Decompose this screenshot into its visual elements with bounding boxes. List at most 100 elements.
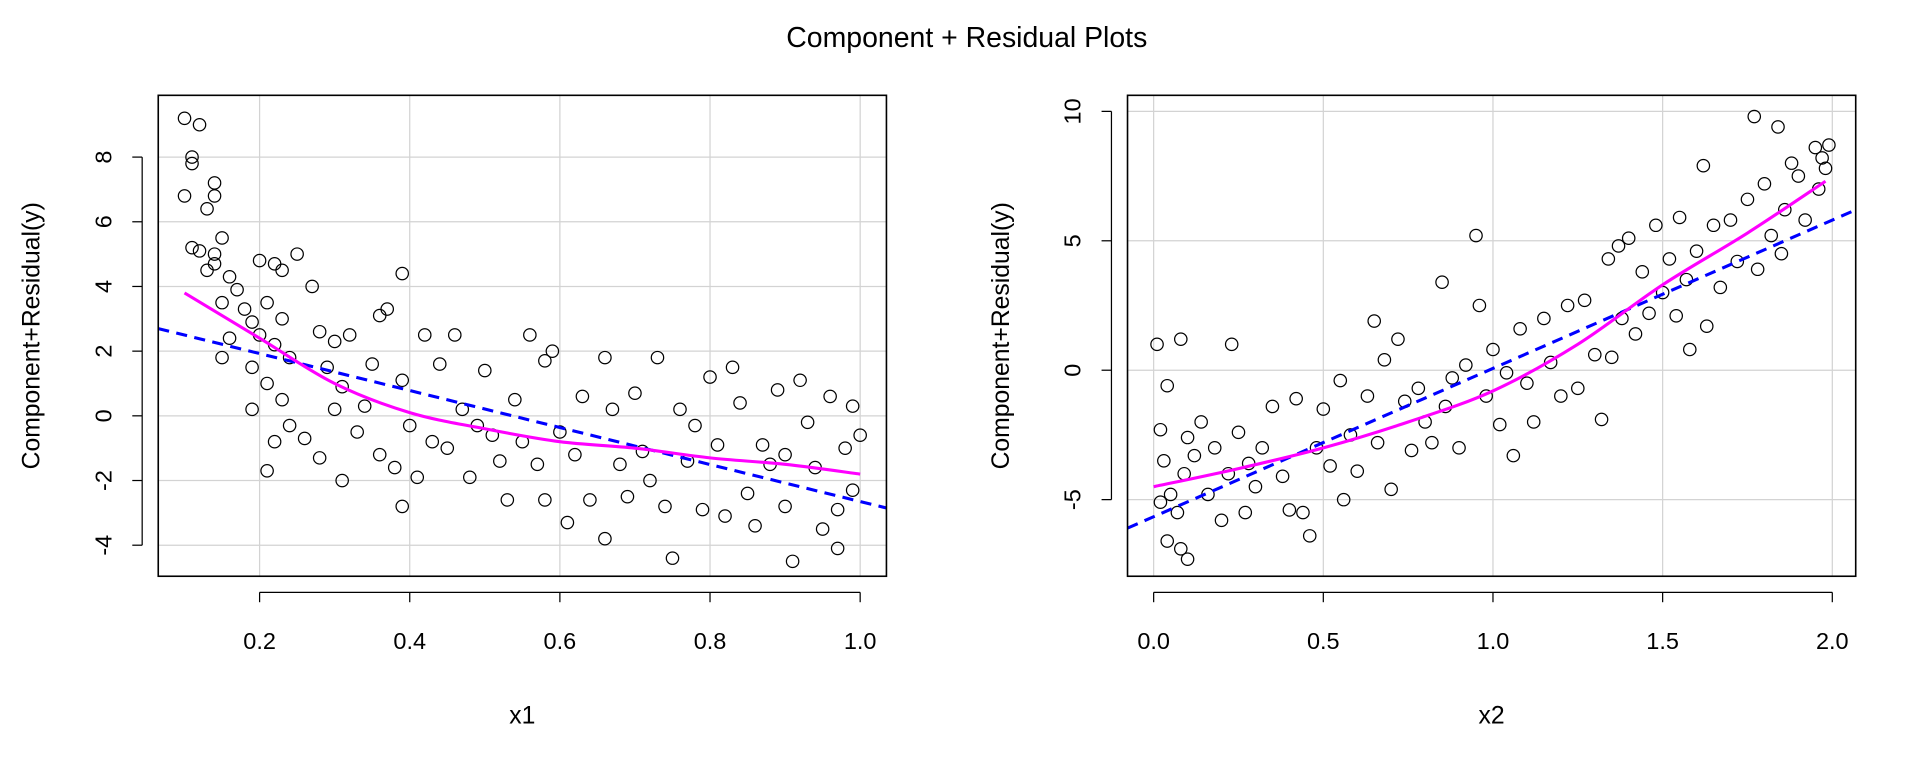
data-point [1469,228,1483,243]
data-point [1682,342,1697,357]
data-point [282,350,297,365]
data-point [1784,156,1799,170]
data-point [1404,443,1419,458]
data-point [357,399,372,413]
data-point [575,389,590,404]
data-point [192,117,207,132]
data-point [305,279,319,294]
data-point [478,363,492,378]
y-tick-label: 4 [90,280,116,293]
data-point [1150,337,1164,352]
data-point [267,434,282,449]
data-point [260,295,274,310]
data-point [598,350,612,365]
data-point [793,373,807,388]
data-point [380,302,395,316]
data-point [1696,158,1711,173]
data-point [538,493,552,507]
data-point [1289,391,1303,406]
y-tick-label: 10 [1060,98,1086,124]
data-point [282,418,297,433]
data-point [1604,350,1619,365]
data-point [1323,459,1337,473]
data-point [838,441,852,455]
data-point [312,324,327,339]
data-point [1537,311,1551,326]
data-point [245,315,259,329]
y-tick-label: 0 [90,409,116,422]
y-tick-label: 2 [90,345,116,358]
data-point [1571,381,1585,396]
data-point [1275,469,1290,484]
data-point [1662,252,1677,266]
data-point [395,373,410,388]
x-axis-label: x1 [509,702,535,729]
data-point [215,350,229,365]
data-point [1445,371,1460,385]
data-point [1672,210,1687,225]
data-point [635,444,650,459]
figure-title: Component + Residual Plots [786,22,1147,54]
data-point [628,386,642,400]
data-point [275,312,289,326]
y-axis-label: Component+Residual(y) [19,202,46,469]
plot-frame [157,94,888,578]
data-point [695,502,710,517]
data-point [1492,417,1507,432]
data-point [508,392,522,407]
data-point [530,457,545,472]
x-tick-label: 0.2 [243,628,276,654]
data-point [1248,479,1263,494]
data-point [1520,376,1534,390]
data-point [1282,503,1297,517]
data-point [845,483,860,498]
data-point [1554,389,1568,403]
data-point [1153,495,1168,510]
x-tick-label: 1.5 [1646,628,1679,654]
data-point [1350,464,1365,478]
data-point [553,425,567,439]
data-point [1777,202,1792,217]
data-point [778,447,792,462]
data-point [1771,120,1785,134]
data-point [1157,454,1171,468]
data-point [1163,487,1178,502]
data-point [245,360,259,375]
data-point [312,451,327,465]
data-point [1774,246,1789,261]
data-point [417,328,432,342]
y-tick-label: 8 [90,151,116,164]
panel-x1: 0.2 0.4 0.6 0.8 1.0 -4 -2 0 2 4 6 8 x1 Component+Resi… [19,94,888,729]
data-point [402,418,417,433]
data-point [1818,161,1833,176]
data-point [1730,254,1745,269]
data-point [1170,505,1185,520]
data-point [823,389,837,404]
data-point [1173,542,1188,556]
smooth-curve [183,291,861,476]
data-point [1370,435,1385,450]
data-point [207,257,222,271]
data-point [1425,435,1439,450]
data-point [523,328,537,342]
data-point [1791,169,1806,183]
data-point [1194,415,1208,429]
data-point [1628,327,1643,341]
data-point [1486,342,1500,357]
data-point [778,499,792,514]
data-point [1822,138,1836,152]
data-point [853,428,867,443]
data-point [1669,309,1684,323]
data-point [395,499,410,514]
data-point [1452,441,1466,455]
data-point [1333,373,1348,388]
data-point [605,402,620,417]
data-point [207,247,222,261]
data-point [447,328,462,342]
data-point [1757,177,1772,191]
data-point [1316,402,1331,416]
x-tick-label: 1.0 [844,628,877,654]
data-point [462,470,477,485]
data-point [538,354,552,368]
points-layer [1150,109,1836,566]
